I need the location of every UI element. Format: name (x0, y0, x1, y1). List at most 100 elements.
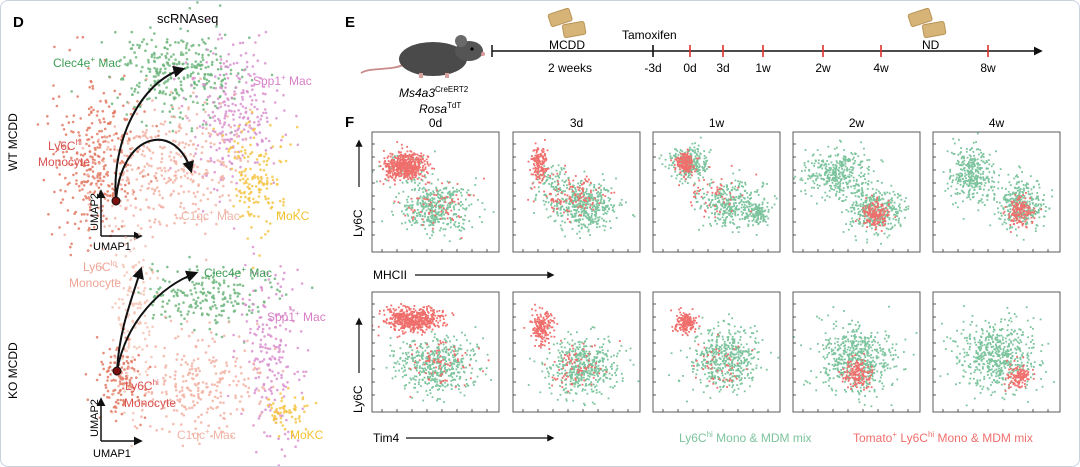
panel-f-letter: F (345, 114, 354, 131)
ko-cluster-ly6clo (100, 167, 159, 448)
ko-mcdd-label: KO MCDD (6, 342, 20, 399)
scrnaseq-title: scRNAseq (157, 11, 218, 26)
wt-label-spp1: Spp1+ Mac (253, 73, 312, 88)
row1-y-label: Ly6C (351, 209, 365, 237)
timeline-ticks (652, 45, 989, 57)
wt-axis-umap1: UMAP1 (93, 241, 131, 253)
flow-plot-r1-1w (652, 131, 781, 253)
tamoxifen-label: Tamoxifen (622, 28, 677, 42)
duration-label: 2 weeks (548, 61, 592, 75)
timeline-label-1w: 1w (755, 61, 771, 75)
flow-plot-frame (371, 291, 500, 413)
ko-label-clec4e: Clec4e+ Mac (204, 265, 272, 280)
wt-root-dot (111, 196, 121, 206)
flow-header-1w: 1w (709, 116, 725, 130)
mouse-eye (470, 47, 474, 51)
flow-plot-r2-2w (792, 291, 921, 413)
timeline-label-2w: 2w (815, 61, 831, 75)
wt-label-mokc: MoKC (276, 209, 310, 223)
wt-label-clec4e: Clec4e+ Mac (53, 55, 121, 70)
wt-mcdd-label: WT MCDD (6, 113, 20, 171)
ko-label-ly6chi-monocyte: Monocyte (124, 396, 176, 410)
mcdd-food-icon (547, 7, 587, 38)
ko-umap-axes: UMAP2 UMAP1 (89, 397, 143, 460)
flow-plot-r2-0d (371, 291, 500, 413)
flow-plot-frame (512, 291, 641, 413)
ko-cluster-spp1 (226, 245, 310, 466)
flow-plot-frame (652, 131, 781, 253)
ko-label-spp1: Spp1+ Mac (267, 309, 326, 324)
diet-mcdd-label: MCDD (549, 38, 585, 52)
flow-plot-frame (932, 291, 1061, 413)
ko-cluster-clec4e (137, 255, 314, 344)
row1-x-label: MHCII (373, 268, 407, 282)
panel-d-letter: D (13, 14, 24, 31)
mouse-body (399, 42, 467, 76)
diet-nd-label: ND (922, 38, 940, 52)
flow-plot-r1-3d (512, 131, 641, 253)
legend-green: Ly6Chi Mono & MDM mix (679, 430, 812, 445)
flow-plot-grid (371, 131, 1061, 413)
ko-label-ly6clo: Ly6Clo (83, 259, 117, 274)
wt-arrow-clec4e (114, 65, 186, 202)
row2-x-label: Tim4 (373, 431, 400, 445)
ko-cluster-mokc (266, 387, 318, 438)
legend-red: Tomato+ Ly6Chi Mono & MDM mix (853, 430, 1033, 445)
wt-cluster-ly6chi (36, 35, 160, 257)
wt-cluster-mokc (212, 110, 301, 270)
wt-label-c1qc: C1qc+ Mac (181, 208, 240, 223)
ko-arrow-ly6clo (116, 266, 144, 372)
mouse-nose (481, 52, 485, 56)
ko-axis-umap1: UMAP1 (93, 448, 131, 460)
flow-plot-r1-4w (932, 131, 1061, 253)
ko-label-mokc: MoKC (290, 428, 324, 442)
ko-label-ly6chi: Ly6Chi (125, 378, 159, 393)
flow-header-3d: 3d (570, 116, 583, 130)
ko-label-c1qc: C1qc+ Mac (177, 427, 236, 442)
ko-axis-umap2: UMAP2 (89, 399, 101, 437)
wt-umap-plot (36, 1, 301, 270)
flow-header-4w: 4w (989, 116, 1005, 130)
row2-y-label: Ly6C (351, 385, 365, 413)
flow-header-2w: 2w (849, 116, 865, 130)
flow-plot-frame (792, 131, 921, 253)
panel-f: F 0d 3d 1w 2w 4w Ly6C MHCII Ly6C Tim4 Ly6Chi… (345, 114, 1061, 445)
flow-plot-r1-0d (371, 131, 500, 253)
flow-plot-r2-1w (652, 291, 781, 413)
mouse-ear (455, 35, 467, 47)
flow-timepoint-headers: 0d 3d 1w 2w 4w (429, 116, 1005, 130)
ko-root-dot (112, 366, 122, 376)
timeline-label--3d: -3d (644, 61, 661, 75)
wt-cluster-clec4e (70, 1, 274, 134)
ko-arrow-clec4e (116, 270, 199, 372)
wt-axis-umap2: UMAP2 (89, 193, 101, 231)
flow-plot-frame (932, 131, 1061, 253)
flow-plot-r1-2w (792, 131, 921, 253)
flow-plot-r2-4w (932, 291, 1061, 413)
flow-header-0d: 0d (429, 116, 442, 130)
ko-umap-plot (84, 167, 318, 466)
timeline-label-0d: 0d (683, 61, 696, 75)
ko-trajectory-arrows (112, 266, 199, 376)
panel-e: E Ms4a3CreERT2 RosaTdT MCDD 2 weeks (345, 7, 1043, 116)
wt-label-ly6chi: Ly6Chi (48, 138, 82, 153)
timeline-labels: -3d 0d 3d 1w 2w 4w 8w (644, 61, 996, 75)
mouse-tail (360, 64, 404, 74)
mouse-genotype-line2: RosaTdT (419, 101, 461, 116)
wt-label-monocyte: Monocyte (38, 155, 90, 169)
wt-arrow-c1qc (115, 138, 194, 202)
flow-plot-frame (792, 291, 921, 413)
flow-plot-frame (371, 131, 500, 253)
ko-cluster-c1qc (112, 315, 285, 448)
ko-label-ly6clo-monocyte: Monocyte (69, 276, 121, 290)
panel-e-letter: E (345, 14, 355, 31)
timeline-label-3d: 3d (716, 61, 729, 75)
flow-plot-r2-3d (512, 291, 641, 413)
timeline-label-8w: 8w (980, 61, 996, 75)
mouse-genotype-line1: Ms4a3CreERT2 (399, 85, 469, 100)
flow-plot-frame (512, 131, 641, 253)
panel-d: D scRNAseq WT MCDD KO MCDD Clec4e+ Mac S… (6, 1, 326, 466)
mouse-illustration (360, 35, 485, 78)
